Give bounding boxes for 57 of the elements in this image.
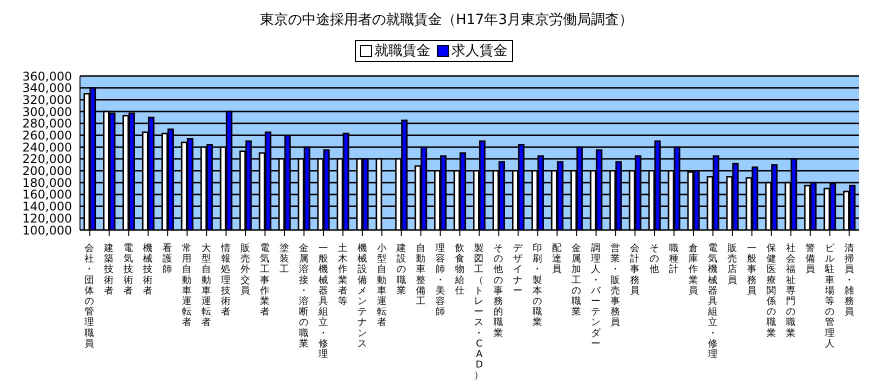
- x-tick-label: 大型自動車運転者: [202, 242, 212, 328]
- x-tick-label: その他: [650, 243, 660, 276]
- category-label: ビル駐車場等の管理人: [824, 243, 835, 350]
- x-tick-label: 清掃員・雑務員: [844, 242, 854, 318]
- x-tick-label: 電気工事作業者: [259, 243, 270, 318]
- x-tick-label: 機械技術者: [142, 242, 154, 296]
- y-tick-label: 160,000: [22, 188, 72, 202]
- x-tick-label: 建設の職業: [395, 242, 406, 296]
- y-tick-label: 180,000: [22, 176, 72, 190]
- x-tick-label: 販売外交員: [240, 242, 251, 296]
- category-label: 一般機械器具組立・修理: [318, 243, 328, 360]
- y-tick-label: 240,000: [22, 140, 72, 154]
- x-tick-label: 情報処理技術者: [220, 242, 232, 318]
- x-tick-label: 印刷・製本の職業: [532, 242, 543, 328]
- x-tick-label: 建築技術者: [103, 242, 114, 296]
- y-tick-label: 280,000: [22, 116, 72, 131]
- y-tick-label: 120,000: [22, 211, 72, 226]
- y-tick-label: 320,000: [22, 92, 72, 107]
- y-tick-label: 140,000: [22, 200, 72, 214]
- x-tick-label: 常用自動車運転者: [182, 242, 192, 328]
- y-tick-label: 100,000: [22, 223, 72, 238]
- category-label: 機械設備メンテナンス: [357, 243, 368, 350]
- category-label: 製図工（トレース・CAD）: [474, 243, 484, 382]
- category-label: 電気機械器具組立・修理: [708, 243, 718, 360]
- category-label: その他の事務的職業: [494, 243, 504, 339]
- category-label: 保健医療関係の職業: [766, 243, 776, 339]
- x-tick-label: 塗装工: [279, 242, 290, 276]
- x-tick-label: 小型自動車運転者: [376, 242, 387, 328]
- x-tick-label: 電気技術者: [122, 243, 134, 296]
- x-tick-label: 一般事務員: [746, 243, 757, 296]
- y-tick-label: 340,000: [22, 81, 72, 96]
- x-tick-label: 販売店員: [727, 242, 738, 286]
- x-tick-label: 金属加工の職業: [572, 242, 582, 318]
- category-label: 会社・団体の管理職員: [84, 243, 95, 350]
- category-label: 金属溶接・溶断の職業: [298, 243, 309, 350]
- x-tick-label: 土木作業者等: [336, 242, 348, 307]
- x-tick-label: 理容師・美容師: [435, 243, 446, 318]
- y-tick-label: 200,000: [22, 164, 72, 178]
- x-tick-label: 職種計: [668, 242, 679, 276]
- category-label: 調理人・バーテンダー: [591, 243, 602, 350]
- x-tick-label: 飲食物給仕: [454, 243, 465, 296]
- x-tick-label: 配達員: [552, 243, 562, 276]
- x-tick-label: デザイナー: [513, 243, 524, 296]
- y-tick-label: 260,000: [22, 128, 72, 142]
- x-tick-label: 営業・販売事務員: [610, 242, 621, 328]
- x-tick-label: 看護師: [162, 242, 173, 276]
- x-tick-label: 会計事務員: [630, 242, 640, 296]
- y-tick-label: 300,000: [22, 104, 72, 119]
- legend-label: 求人賃金: [450, 42, 508, 60]
- x-tick-label: 倉庫作業員: [687, 242, 698, 296]
- y-tick-label: 220,000: [22, 152, 72, 166]
- legend-label: 就職賃金: [374, 42, 430, 60]
- chart-title: 東京の中途採用者の就職賃金（H17年3月東京労働局調査）: [258, 11, 634, 30]
- y-tick-label: 360,000: [22, 69, 72, 84]
- category-label: 社会福祉専門の職業: [786, 243, 796, 339]
- x-tick-label: 警備員: [805, 242, 816, 276]
- x-tick-label: 自動車整備工: [416, 242, 426, 307]
